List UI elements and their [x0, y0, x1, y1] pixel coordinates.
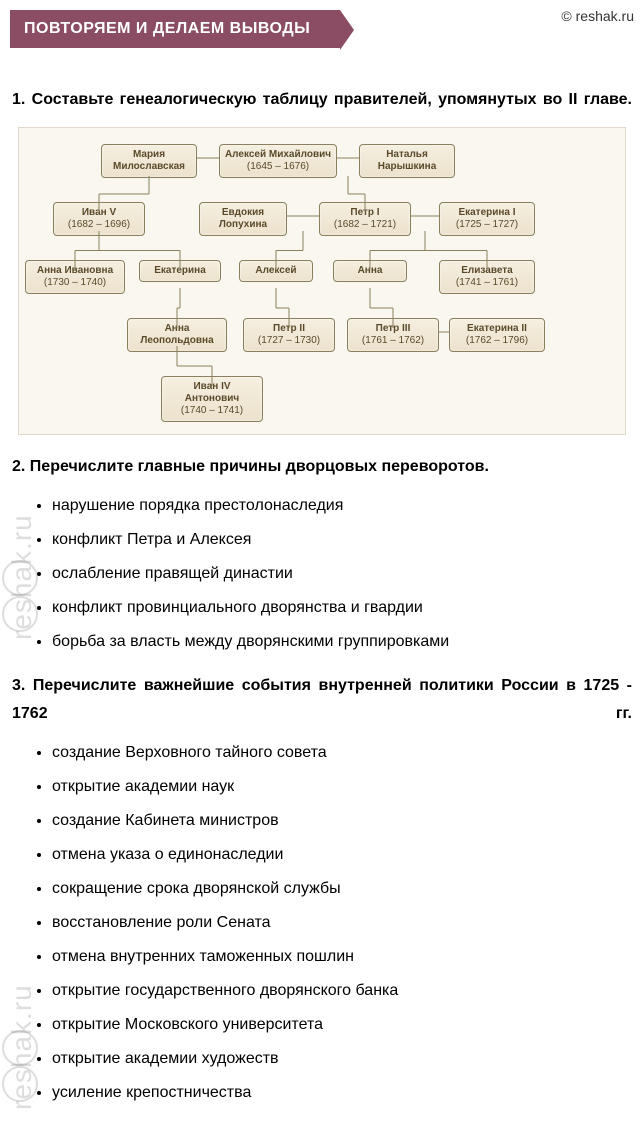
question-3: 3. Перечислите важнейшие события внутрен… [12, 672, 632, 726]
list-item: открытие академии наук [52, 775, 632, 799]
list-item: открытие Московского университета [52, 1013, 632, 1037]
tree-node: Екатерина II(1762 – 1796) [449, 318, 545, 352]
list-item: отмена внутренних таможенных пошлин [52, 945, 632, 969]
tree-node: Екатерина I(1725 – 1727) [439, 202, 535, 236]
tree-node: Петр I(1682 – 1721) [319, 202, 411, 236]
tree-node: Евдокия Лопухина [199, 202, 287, 236]
list-item: борьба за власть между дворянскими групп… [52, 630, 632, 654]
list-item: открытие государственного дворянского ба… [52, 979, 632, 1003]
tree-node: Наталья Нарышкина [359, 144, 455, 178]
tree-node: Елизавета(1741 – 1761) [439, 260, 535, 294]
list-item: восстановление роли Сената [52, 911, 632, 935]
list-item: конфликт Петра и Алексея [52, 528, 632, 552]
tree-node: Иван V(1682 – 1696) [53, 202, 145, 236]
tree-node: Анна [333, 260, 407, 282]
list-item: нарушение порядка престолонаследия [52, 494, 632, 518]
tree-node: Анна Леопольдовна [127, 318, 227, 352]
list-item: создание Кабинета министров [52, 809, 632, 833]
question-1: 1. Составьте генеалогическую таблицу пра… [12, 86, 632, 113]
q2-list: нарушение порядка престолонаследия конфли… [12, 494, 632, 654]
watermark-circle-1 [2, 560, 38, 596]
watermark-circle-2 [2, 596, 38, 632]
q3-list: создание Верховного тайного совета открыт… [12, 741, 632, 1105]
tree-node: Алексей Михайлович(1645 – 1676) [219, 144, 337, 178]
tree-node: Петр III(1761 – 1762) [347, 318, 439, 352]
list-item: усиление крепостничества [52, 1081, 632, 1105]
tree-node: Алексей [239, 260, 313, 282]
list-item: открытие академии художеств [52, 1047, 632, 1071]
question-2: 2. Перечислите главные причины дворцовых… [12, 453, 632, 480]
list-item: конфликт провинциального дворянства и гв… [52, 596, 632, 620]
watermark-top: © reshak.ru [561, 8, 634, 24]
section-header: ПОВТОРЯЕМ И ДЕЛАЕМ ВЫВОДЫ [10, 10, 340, 48]
tree-node: Иван IV Антонович(1740 – 1741) [161, 376, 263, 422]
content-body: 1. Составьте генеалогическую таблицу пра… [0, 86, 644, 1135]
tree-node: Екатерина [139, 260, 221, 282]
tree-node: Петр II(1727 – 1730) [243, 318, 335, 352]
tree-node: Мария Милославская [101, 144, 197, 178]
list-item: создание Верховного тайного совета [52, 741, 632, 765]
list-item: ослабление правящей династии [52, 562, 632, 586]
watermark-circle-3 [2, 1030, 38, 1066]
tree-node: Анна Ивановна(1730 – 1740) [25, 260, 125, 294]
list-item: сокращение срока дворянской службы [52, 877, 632, 901]
list-item: отмена указа о единонаследии [52, 843, 632, 867]
genealogy-tree: Мария Милославская Алексей Михайлович(164… [18, 127, 626, 435]
watermark-circle-4 [2, 1066, 38, 1102]
